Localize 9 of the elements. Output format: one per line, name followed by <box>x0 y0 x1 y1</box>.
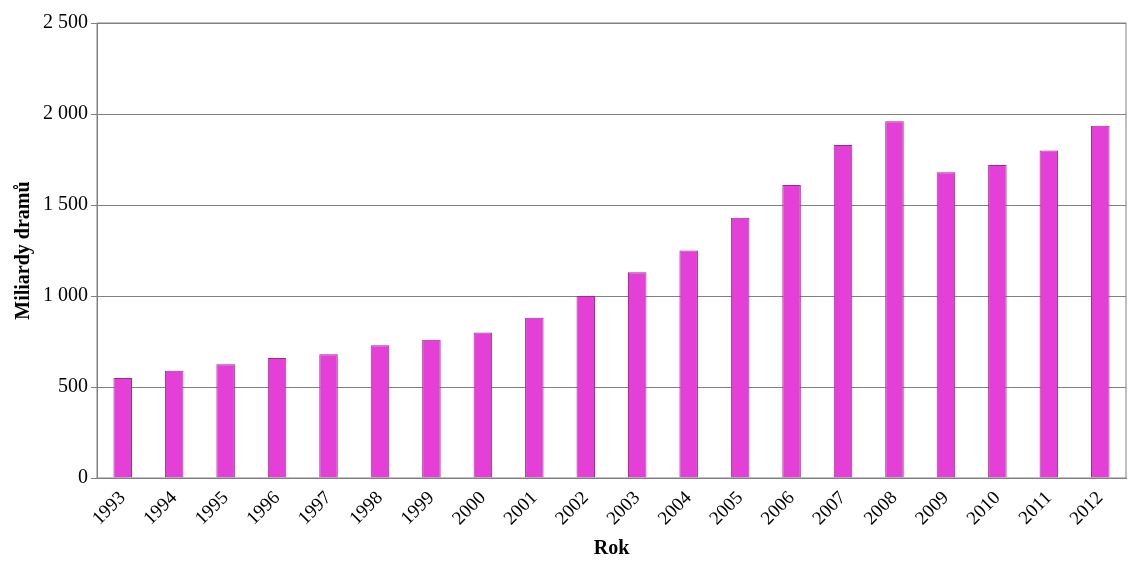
y-tick-label: 500 <box>58 374 88 397</box>
x-tick-label: 1999 <box>396 486 438 529</box>
y-tick-label: 2 000 <box>43 101 88 124</box>
y-tick-label: 1 500 <box>43 192 88 215</box>
y-axis-title: Miliardy dramů <box>11 181 35 320</box>
x-axis-title: Rok <box>593 536 631 559</box>
y-tick-label: 0 <box>78 465 88 488</box>
y-tick-label: 1 000 <box>43 283 88 306</box>
y-tick-label: 2 500 <box>43 10 88 33</box>
